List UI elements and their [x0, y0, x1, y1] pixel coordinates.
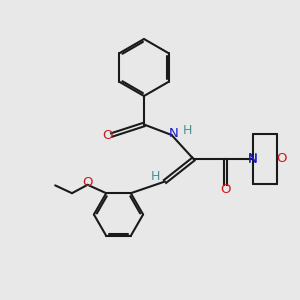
Text: O: O: [82, 176, 93, 189]
Text: O: O: [276, 152, 287, 166]
Text: N: N: [169, 127, 178, 140]
Text: H: H: [182, 124, 192, 137]
Text: N: N: [248, 152, 257, 166]
Text: O: O: [103, 129, 113, 142]
Text: O: O: [220, 183, 231, 196]
Text: H: H: [151, 169, 160, 183]
Text: N: N: [248, 153, 257, 166]
